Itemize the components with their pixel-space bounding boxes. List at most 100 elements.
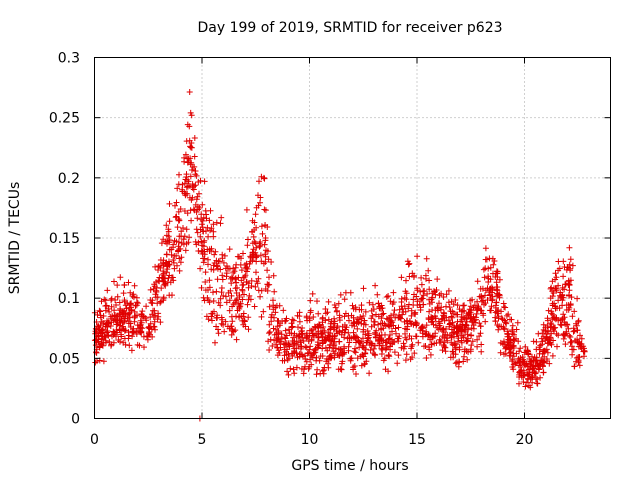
data-point: [253, 253, 260, 260]
data-point: [275, 330, 282, 337]
data-point: [322, 317, 329, 324]
data-point: [567, 277, 574, 284]
data-point: [194, 193, 201, 200]
data-point: [111, 307, 118, 314]
data-point: [549, 352, 556, 359]
data-point: [319, 329, 326, 336]
data-point: [461, 308, 468, 315]
data-point: [210, 221, 217, 228]
data-point: [385, 293, 392, 299]
data-point: [249, 228, 256, 235]
data-point: [480, 266, 487, 273]
data-point: [360, 321, 367, 328]
data-point: [268, 314, 275, 321]
data-point: [540, 348, 547, 355]
data-point: [228, 331, 235, 338]
data-point: [436, 300, 442, 307]
data-point: [285, 341, 292, 348]
data-point: [226, 307, 233, 314]
data-point: [245, 236, 251, 243]
data-point: [387, 340, 394, 347]
data-point: [515, 338, 522, 345]
data-point: [566, 292, 572, 298]
data-point: [516, 371, 523, 378]
data-point: [114, 317, 120, 324]
data-point: [547, 340, 554, 347]
data-point: [493, 299, 500, 306]
data-point: [463, 316, 470, 323]
data-point: [304, 350, 311, 357]
data-point: [322, 344, 329, 351]
data-point: [261, 175, 268, 182]
data-point: [238, 267, 245, 274]
data-point: [332, 332, 338, 339]
data-point: [537, 362, 544, 369]
data-point: [258, 313, 265, 320]
data-point: [228, 292, 235, 299]
data-point: [323, 358, 330, 365]
data-point: [223, 270, 230, 277]
data-point: [372, 282, 379, 289]
data-point: [242, 265, 249, 272]
data-point: [385, 352, 392, 358]
data-point: [469, 296, 476, 303]
data-point: [156, 263, 163, 269]
data-point: [566, 244, 573, 251]
data-point: [368, 315, 375, 322]
data-point: [258, 223, 265, 230]
data-point: [310, 314, 317, 320]
data-point: [282, 334, 288, 341]
data-point: [509, 322, 516, 329]
data-point: [445, 287, 452, 294]
data-point: [460, 314, 467, 321]
data-point: [314, 341, 321, 348]
data-point: [186, 234, 193, 241]
data-point: [121, 282, 128, 289]
data-point: [516, 348, 523, 355]
data-point: [251, 303, 258, 310]
data-point: [426, 277, 433, 284]
data-point: [474, 278, 481, 285]
data-point: [219, 255, 226, 262]
data-point: [166, 200, 173, 207]
data-point: [312, 324, 319, 331]
data-point: [353, 371, 359, 377]
data-point: [220, 321, 227, 328]
data-point: [183, 138, 190, 145]
data-point: [300, 370, 307, 377]
axis-ticks: [94, 57, 611, 419]
data-point: [486, 255, 493, 262]
data-point: [406, 260, 413, 267]
data-point: [210, 266, 217, 273]
data-point: [175, 181, 182, 188]
data-point: [458, 339, 465, 346]
data-point: [168, 274, 175, 281]
data-point: [495, 326, 502, 333]
data-point: [275, 335, 282, 342]
data-point: [357, 314, 364, 320]
data-point: [305, 365, 312, 372]
data-point: [385, 336, 392, 343]
data-point: [396, 333, 403, 340]
data-point: [408, 320, 415, 327]
data-point: [382, 339, 389, 346]
data-point: [208, 248, 215, 254]
data-point: [540, 369, 547, 376]
data-point: [334, 323, 341, 330]
data-point: [464, 312, 471, 319]
data-point: [170, 259, 177, 266]
data-point: [387, 332, 393, 338]
data-point: [302, 343, 309, 350]
data-point: [543, 356, 550, 362]
data-point: [334, 351, 341, 358]
data-point: [426, 296, 433, 303]
data-point: [552, 270, 559, 277]
data-point: [246, 292, 253, 299]
data-point: [487, 307, 493, 314]
data-point: [540, 326, 547, 333]
data-point: [111, 329, 118, 336]
data-point: [402, 357, 409, 364]
data-point: [145, 324, 152, 331]
data-point: [107, 323, 114, 329]
data-point: [222, 318, 229, 325]
